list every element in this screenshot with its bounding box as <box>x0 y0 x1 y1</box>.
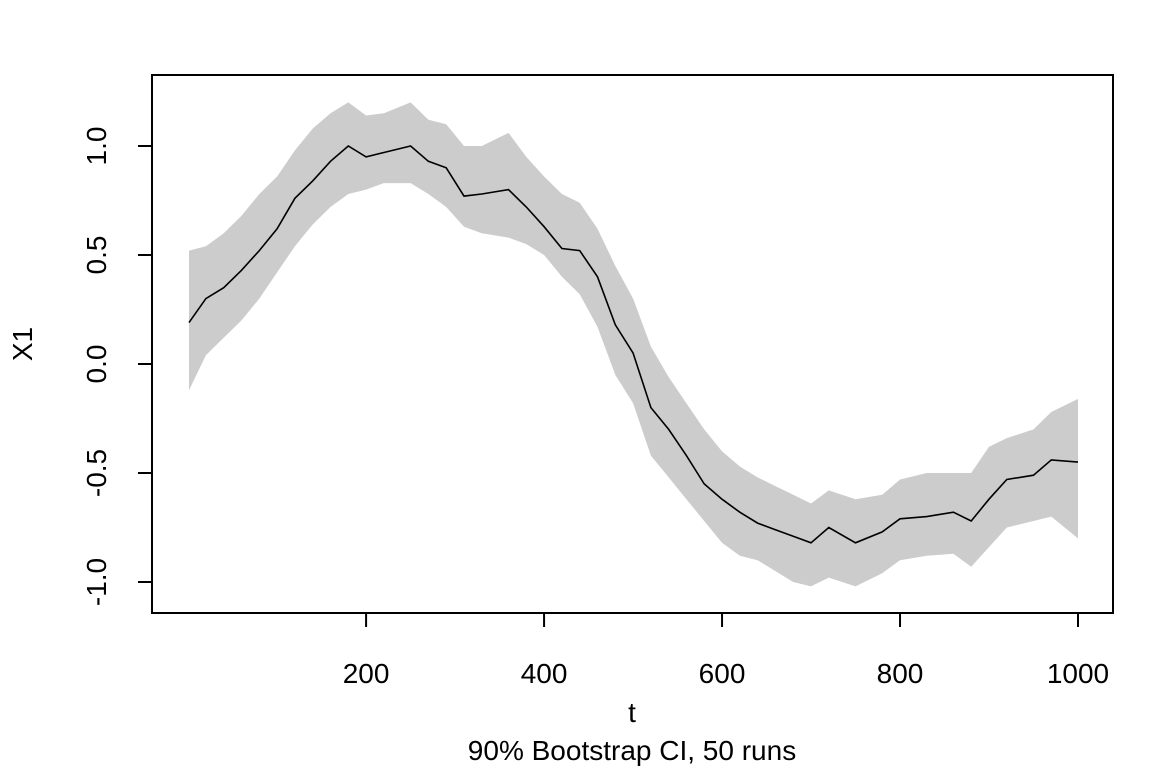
y-tick-label: -1.0 <box>81 558 112 606</box>
x-axis: 200 400 600 800 1000 <box>343 612 1109 689</box>
x-tick-label: 1000 <box>1047 658 1109 689</box>
x-tick-label: 800 <box>877 658 924 689</box>
y-axis: -1.0 -0.5 0.0 0.5 1.0 <box>81 127 153 606</box>
y-tick-label: 1.0 <box>81 127 112 166</box>
plot-area <box>188 102 1079 587</box>
x-tick-label: 200 <box>343 658 390 689</box>
estimate-line <box>188 145 1079 544</box>
x-axis-label: t <box>628 697 636 728</box>
chart-subtitle: 90% Bootstrap CI, 50 runs <box>468 735 796 766</box>
confidence-band <box>189 102 1078 587</box>
y-tick-label: -0.5 <box>81 449 112 497</box>
y-axis-label: X1 <box>7 327 38 361</box>
y-tick-label: 0.0 <box>81 345 112 384</box>
x-tick-label: 600 <box>699 658 746 689</box>
x-tick-label: 400 <box>521 658 568 689</box>
y-tick-label: 0.5 <box>81 236 112 275</box>
